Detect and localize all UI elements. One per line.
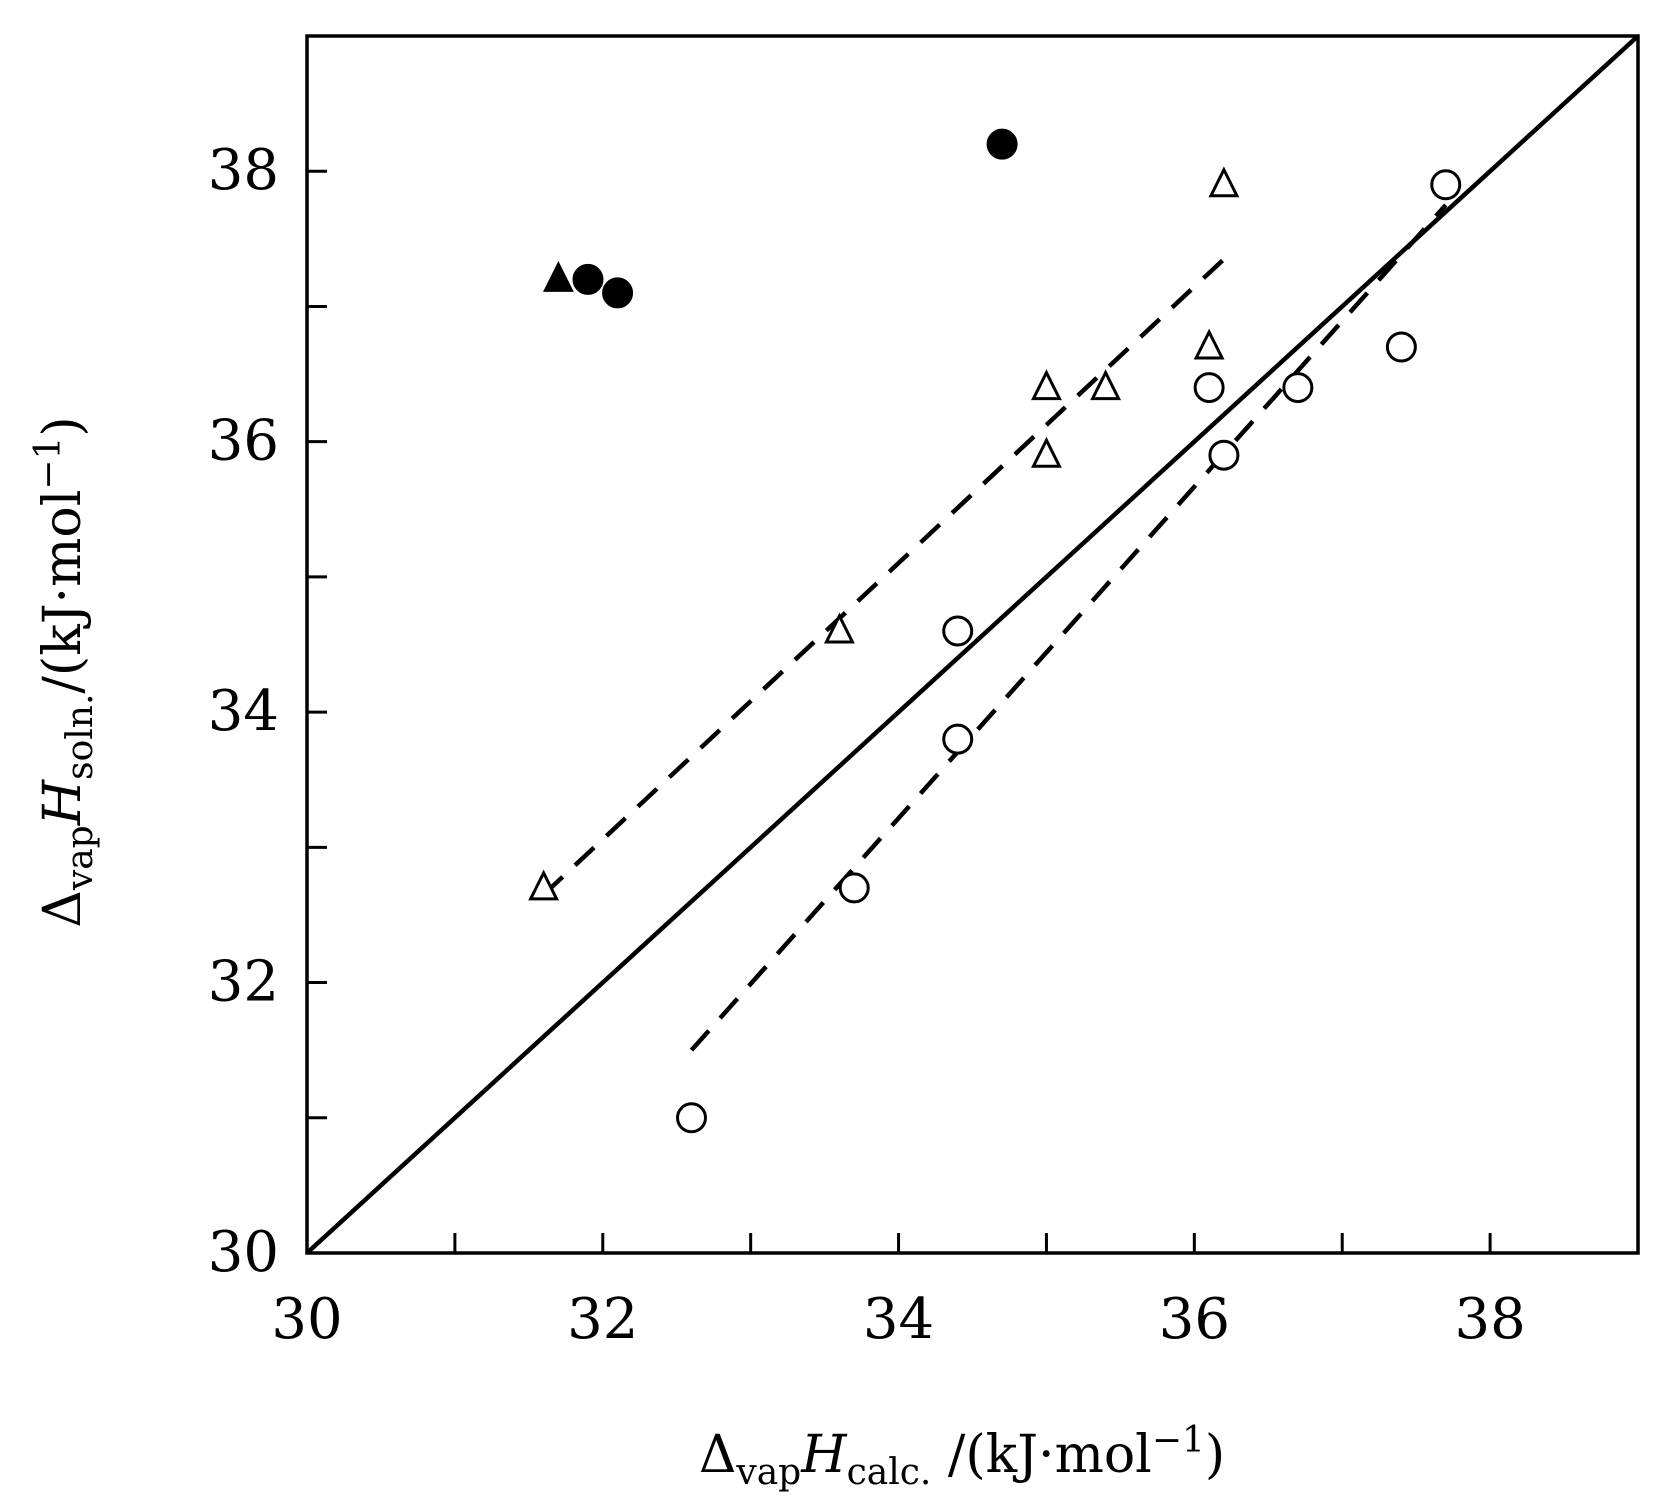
open-circle-point [1193, 372, 1225, 404]
x-tick-label: 30 [271, 1287, 342, 1352]
open-triangle-point [1031, 436, 1062, 468]
open-triangle-point [528, 869, 560, 901]
open-circle-point [942, 723, 974, 755]
axis-ticks: 30 32 34 36 38 30 32 34 36 38 [208, 138, 1526, 1352]
open-circle-point [1385, 331, 1417, 363]
open-circle-point [838, 872, 870, 904]
fit-lines [305, 34, 1640, 1255]
x-tick-label: 32 [567, 1287, 638, 1352]
open-triangle-point [1031, 369, 1062, 401]
filled-triangle-point [542, 261, 574, 292]
dashed-fit-line [542, 257, 1226, 897]
x-tick-label: 34 [863, 1287, 934, 1352]
y-axis-title: ΔvapHsoln./(kJ·mol−1) [28, 416, 101, 927]
y-tick-label: 32 [208, 950, 279, 1015]
x-axis-title: ΔvapHcalc. /(kJ·mol−1) [699, 1420, 1225, 1493]
filled-circle-point [602, 277, 634, 309]
open-circle-point [1282, 372, 1314, 404]
parity-line [305, 34, 1640, 1255]
open-triangle-point [1208, 166, 1240, 198]
filled-circle-point [986, 128, 1018, 160]
y-tick-label: 38 [208, 138, 279, 203]
x-tick-label: 38 [1454, 1287, 1525, 1352]
open-circle-point [1208, 439, 1240, 471]
x-tick-label: 36 [1159, 1287, 1230, 1352]
plot-area [305, 34, 1640, 1255]
filled-circle-point [572, 263, 604, 295]
data-points [528, 128, 1462, 1134]
y-tick-label: 36 [208, 409, 279, 474]
open-circle-point [676, 1102, 708, 1134]
open-triangle-point [823, 612, 855, 644]
dashed-fit-line [689, 203, 1448, 1052]
open-triangle-point [1193, 328, 1225, 360]
y-tick-label: 34 [208, 679, 279, 744]
open-circle-point [1430, 169, 1462, 201]
open-circle-point [942, 615, 974, 647]
open-triangle-point [1090, 369, 1122, 401]
plot-frame [305, 34, 1640, 1255]
y-tick-label: 30 [208, 1220, 279, 1285]
